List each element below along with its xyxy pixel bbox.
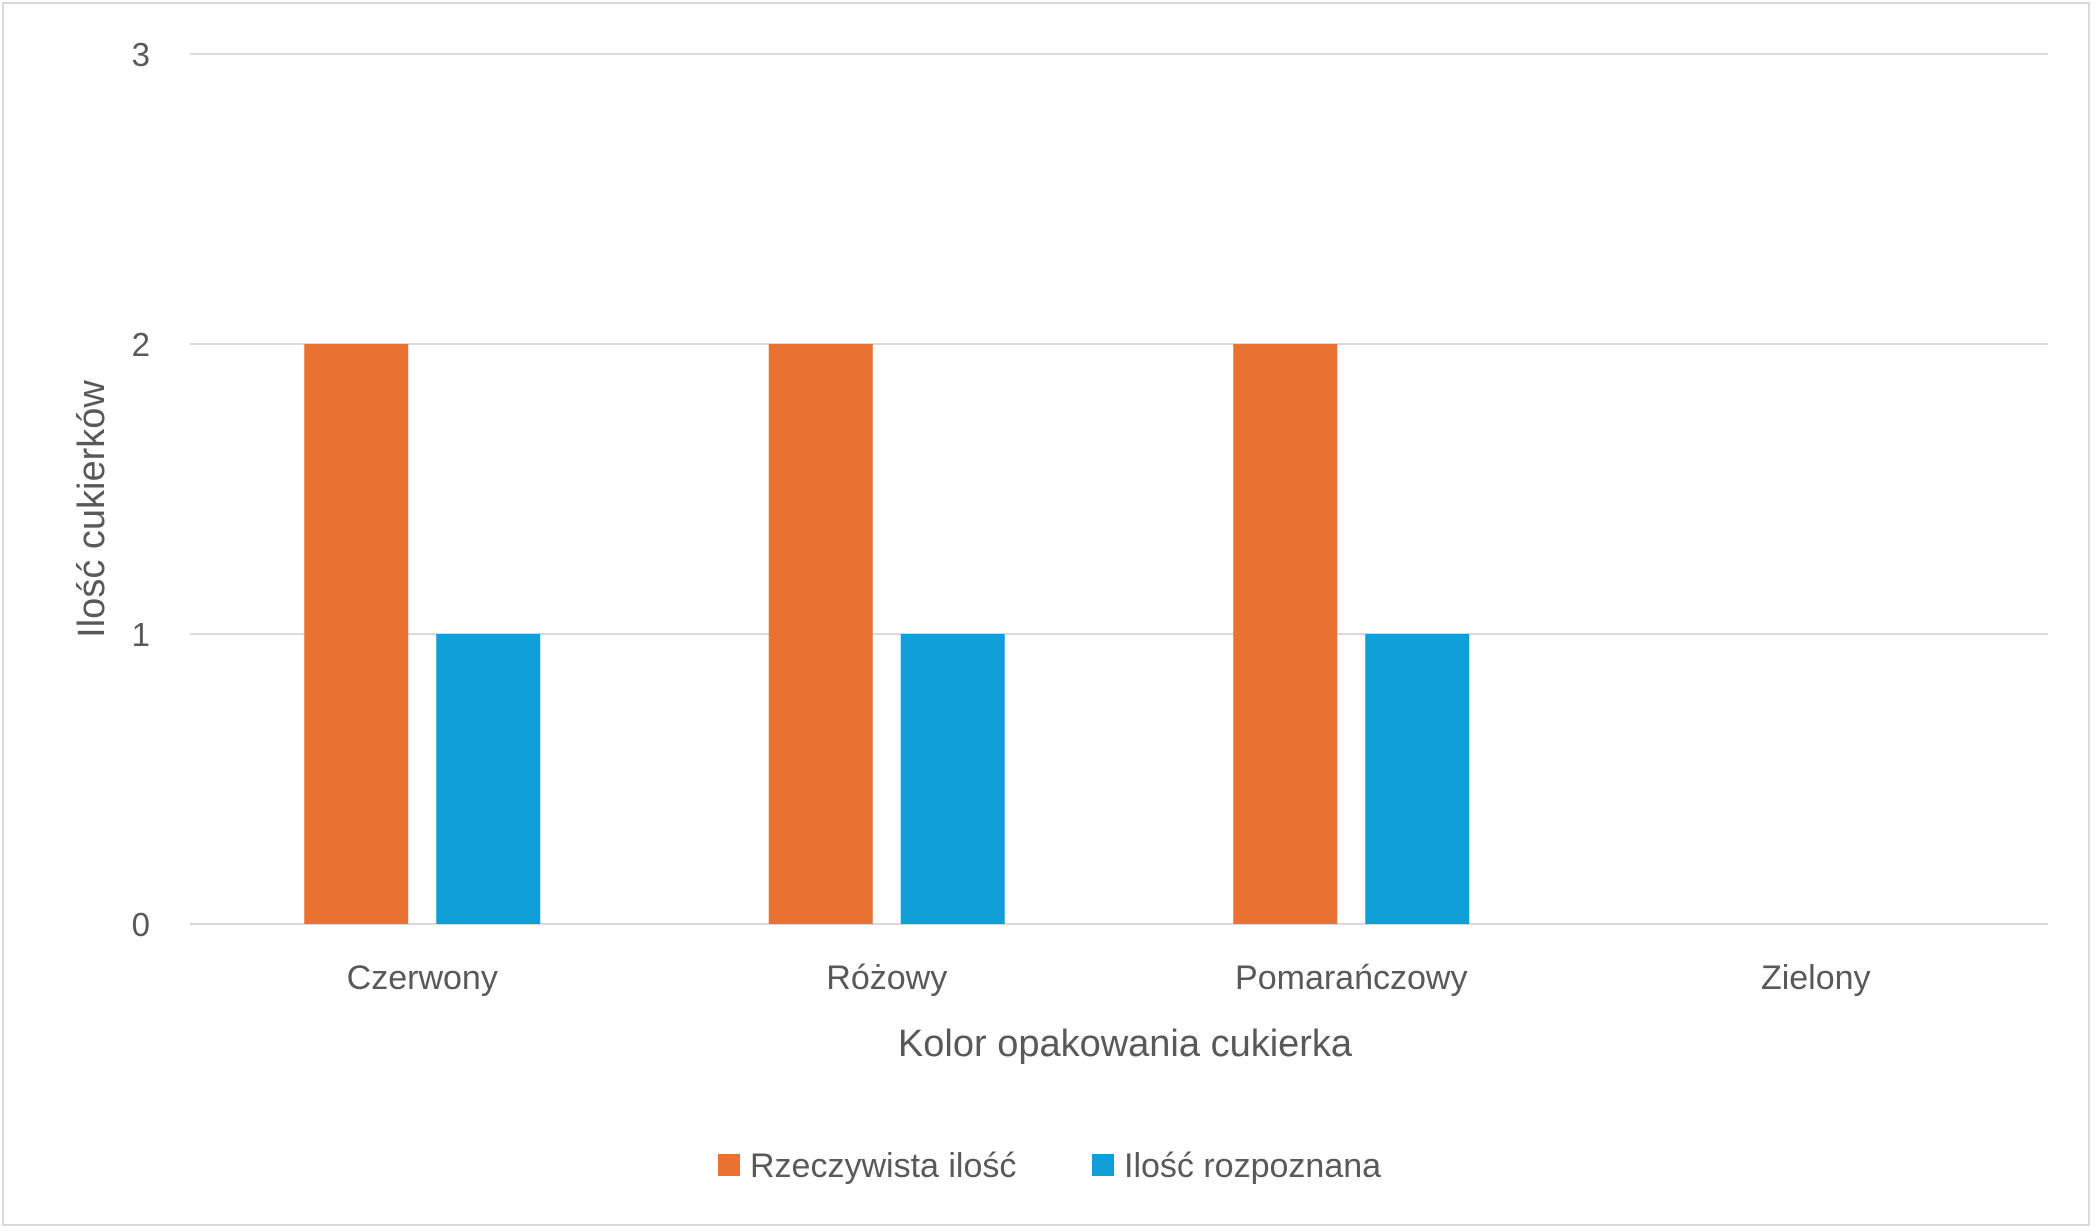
legend-label-1: Ilość rozpoznana [1124, 1147, 1381, 1185]
legend-swatch-0 [718, 1154, 740, 1176]
bars [304, 344, 1470, 924]
bar-rozpoznana-0 [436, 634, 541, 924]
y-tick-label: 3 [132, 36, 150, 73]
bar-chart: 0 1 2 3 Czerwony Różowy Pomarańczowy Zielony I… [71, 36, 2048, 1185]
y-axis-ticks: 0 1 2 3 [132, 36, 150, 943]
x-category-label: Czerwony [347, 959, 498, 997]
legend: Rzeczywista ilość Ilość rozpoznana [718, 1147, 1381, 1185]
legend-label-0: Rzeczywista ilość [750, 1147, 1016, 1185]
y-tick-label: 0 [132, 906, 150, 943]
bar-rzeczywista-1 [768, 344, 873, 924]
y-axis-title: Ilość cukierków [71, 380, 113, 638]
x-category-label: Zielony [1761, 959, 1871, 997]
x-axis-title: Kolor opakowania cukierka [898, 1023, 1353, 1065]
y-tick-label: 1 [132, 616, 150, 653]
legend-swatch-1 [1092, 1154, 1114, 1176]
x-axis-categories: Czerwony Różowy Pomarańczowy Zielony [347, 959, 1871, 997]
y-tick-label: 2 [132, 326, 150, 363]
x-category-label: Różowy [826, 959, 947, 997]
x-category-label: Pomarańczowy [1235, 959, 1467, 997]
bar-rzeczywista-0 [304, 344, 409, 924]
bar-rzeczywista-2 [1233, 344, 1338, 924]
bar-rozpoznana-1 [900, 634, 1005, 924]
bar-rozpoznana-2 [1365, 634, 1470, 924]
